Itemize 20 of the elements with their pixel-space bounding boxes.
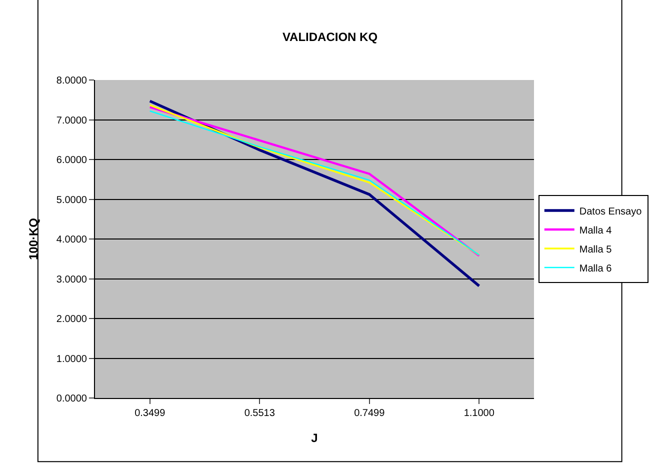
y-axis-title: 100·KQ xyxy=(26,218,41,260)
y-tick-label: 7.0000 xyxy=(56,115,88,126)
y-tick-label: 8.0000 xyxy=(56,76,88,86)
x-tick-label: 0.3499 xyxy=(134,408,166,419)
x-axis-title: J xyxy=(311,430,318,445)
legend-label: Datos Ensayo xyxy=(579,206,642,218)
y-tick-label: 0.0000 xyxy=(56,394,88,404)
legend-label: Malla 5 xyxy=(579,244,612,256)
x-tick-label: 1.1000 xyxy=(464,408,495,419)
x-tick-label: 0.7499 xyxy=(354,408,386,419)
y-tick-label: 5.0000 xyxy=(56,194,88,206)
y-tick-label: 6.0000 xyxy=(56,155,88,166)
y-tick-label: 4.0000 xyxy=(56,234,88,246)
y-tick-label: 2.0000 xyxy=(56,314,88,325)
legend-label: Malla 6 xyxy=(579,263,612,274)
y-tick-label: 3.0000 xyxy=(56,274,88,286)
chart-title: VALIDACION KQ xyxy=(282,30,378,44)
y-tick-label: 1.0000 xyxy=(56,354,88,365)
x-tick-label: 0.5513 xyxy=(244,408,276,419)
legend-label: Malla 4 xyxy=(579,225,612,236)
